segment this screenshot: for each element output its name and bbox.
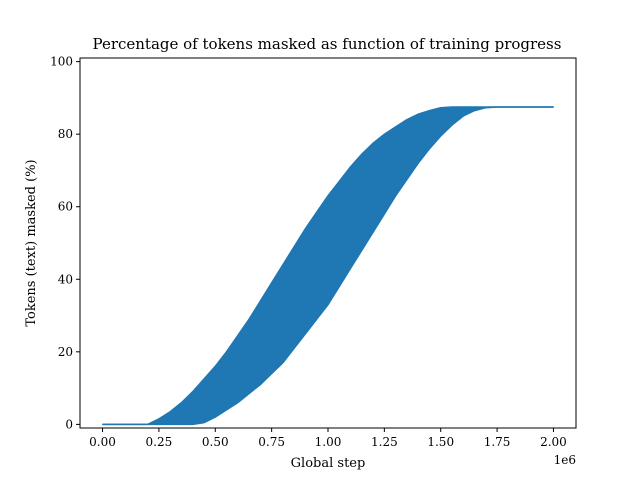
x-tick-label: 0.50 [202, 435, 229, 449]
x-tick-label: 1.50 [427, 435, 454, 449]
x-tick-label: 0.25 [146, 435, 173, 449]
y-tick-label: 60 [58, 200, 73, 214]
x-tick-label: 0.00 [89, 435, 116, 449]
chart-title: Percentage of tokens masked as function … [93, 35, 562, 53]
y-tick-label: 0 [65, 417, 73, 431]
y-tick-label: 20 [58, 345, 73, 359]
x-tick-label: 1.00 [315, 435, 342, 449]
x-axis-ticks: 0.00 0.25 0.50 0.75 1.00 1.25 1.50 1.75 2.00 [89, 428, 567, 449]
y-axis-ticks: 0 20 40 60 80 100 [50, 55, 80, 431]
y-tick-label: 100 [50, 55, 73, 69]
y-tick-label: 40 [58, 272, 73, 286]
y-tick-label: 80 [58, 127, 73, 141]
plot-area [79, 57, 577, 429]
x-tick-label: 1.25 [371, 435, 398, 449]
x-axis-offset-label: 1e6 [554, 453, 576, 467]
series-lower-line [102, 106, 554, 426]
x-tick-label: 0.75 [258, 435, 285, 449]
x-axis-label: Global step [291, 456, 366, 471]
x-tick-label: 1.75 [484, 435, 511, 449]
y-axis-label: Tokens (text) masked (%) [24, 159, 39, 326]
data-marks [102, 106, 554, 426]
x-tick-label: 2.00 [540, 435, 567, 449]
series-upper-line [102, 106, 554, 426]
